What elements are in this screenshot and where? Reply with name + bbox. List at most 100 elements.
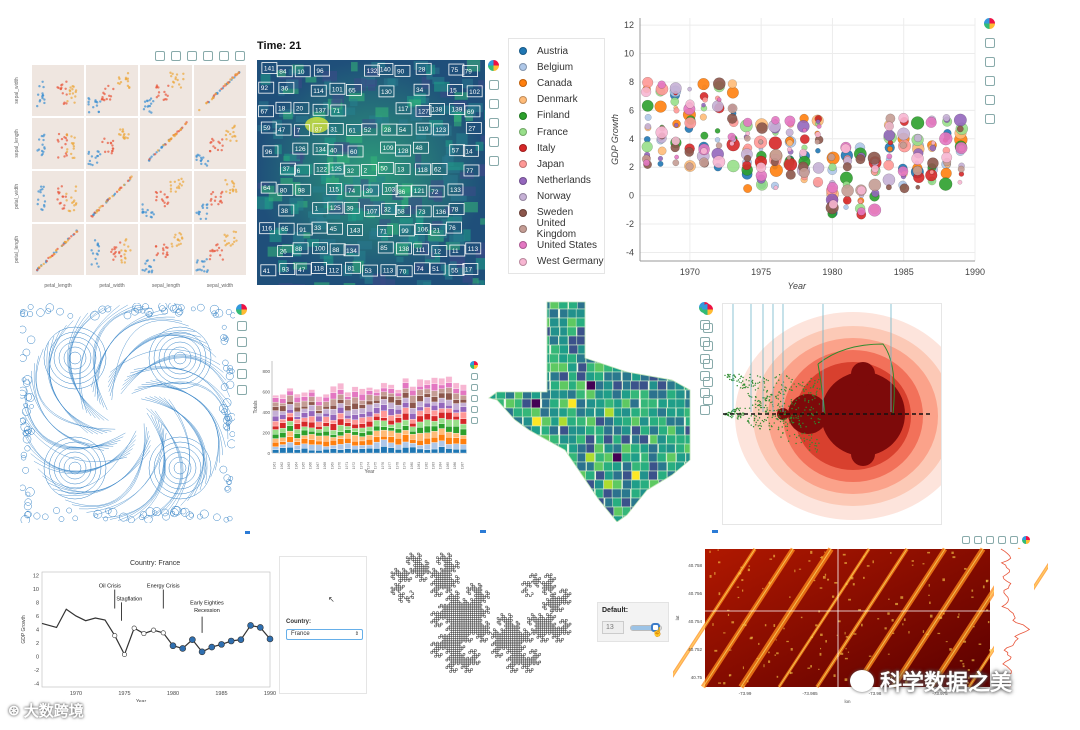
legend-item[interactable]: Norway	[519, 189, 604, 205]
pan-tool-icon[interactable]	[699, 320, 710, 330]
bokeh-logo-icon[interactable]	[236, 304, 247, 315]
legend-item[interactable]: Japan	[519, 156, 604, 172]
bokeh-logo-icon[interactable]	[702, 304, 713, 315]
pan-tool-icon[interactable]	[155, 50, 165, 61]
box-zoom-tool-icon[interactable]	[974, 536, 982, 544]
stack-segment	[272, 397, 279, 403]
iris-point	[115, 190, 119, 194]
country-select[interactable]: France ⇕	[286, 629, 363, 640]
reset-tool-icon[interactable]	[699, 388, 710, 398]
iris-point	[65, 102, 68, 105]
heat-speck	[863, 555, 865, 558]
reset-tool-icon[interactable]	[488, 156, 499, 166]
iris-point	[160, 198, 164, 201]
bokeh-logo-icon[interactable]	[1022, 536, 1030, 544]
pan-tool-icon[interactable]	[962, 536, 970, 544]
wheel-zoom-tool-icon[interactable]	[984, 57, 995, 67]
box-zoom-tool-icon[interactable]	[470, 395, 478, 402]
slider-track[interactable]	[630, 623, 662, 632]
iris-point	[235, 239, 238, 242]
texas-county	[666, 344, 677, 355]
save-tool-icon[interactable]	[702, 377, 713, 387]
bifurcation-point	[764, 399, 766, 401]
reset-tool-icon[interactable]	[235, 50, 245, 61]
save-tool-icon[interactable]	[984, 95, 995, 105]
bubble-point	[814, 139, 821, 145]
bifurcation-point	[766, 409, 768, 411]
legend-item[interactable]: Italy	[519, 140, 604, 156]
box-zoom-tool-icon[interactable]	[984, 76, 995, 86]
pattern-ring	[221, 408, 228, 415]
hover-tool-icon[interactable]	[699, 405, 710, 415]
save-tool-icon[interactable]	[236, 369, 247, 379]
pan-tool-icon[interactable]	[470, 373, 478, 380]
wheel-zoom-tool-icon[interactable]	[236, 337, 247, 347]
reset-tool-icon[interactable]	[702, 395, 713, 405]
save-tool-icon[interactable]	[998, 536, 1006, 544]
pan-tool-icon[interactable]	[488, 80, 499, 90]
bifurcation-point	[771, 425, 773, 428]
bubble-point	[714, 128, 721, 134]
pattern-ring	[218, 404, 228, 414]
tracking-texture	[408, 197, 423, 209]
texas-county	[631, 461, 642, 472]
pattern-swirl	[43, 326, 107, 390]
iris-point	[177, 83, 181, 86]
box-select-tool-icon[interactable]	[187, 50, 197, 61]
reset-tool-icon[interactable]	[1010, 536, 1018, 544]
legend-item[interactable]: West Germany	[519, 253, 604, 269]
legend-item[interactable]: Finland	[519, 108, 604, 124]
stack-segment	[452, 393, 460, 400]
heat-speck	[842, 553, 846, 556]
tracking-texture	[261, 185, 275, 193]
iris-point	[232, 240, 236, 244]
texas-county	[531, 497, 541, 508]
wheel-zoom-tool-icon[interactable]	[986, 536, 994, 544]
stack-segment	[395, 444, 402, 450]
legend-item[interactable]: United States	[519, 237, 604, 253]
bokeh-logo-icon[interactable]	[470, 361, 478, 369]
save-tool-icon[interactable]	[219, 50, 229, 61]
pan-tool-icon[interactable]	[236, 321, 247, 331]
iris-point	[148, 265, 151, 268]
wheel-zoom-tool-icon[interactable]	[699, 337, 710, 347]
tracking-texture	[334, 142, 350, 155]
bokeh-logo-icon[interactable]	[488, 60, 499, 71]
legend-item[interactable]: Netherlands	[519, 173, 604, 189]
stacked-toolbar	[470, 361, 478, 424]
bifurcation-point	[804, 400, 806, 402]
texas-county	[612, 326, 622, 337]
wheel-zoom-tool-icon[interactable]	[488, 99, 499, 109]
legend-item[interactable]: Canada	[519, 75, 604, 91]
track-id-label: 99	[401, 228, 409, 235]
box-zoom-tool-icon[interactable]	[171, 50, 181, 61]
wheel-zoom-tool-icon[interactable]	[702, 341, 713, 351]
reset-tool-icon[interactable]	[470, 417, 478, 424]
reset-tool-icon[interactable]	[236, 385, 247, 395]
save-tool-icon[interactable]	[488, 137, 499, 147]
bubble-point	[771, 115, 780, 125]
wheel-zoom-tool-icon[interactable]	[203, 50, 213, 61]
legend-item[interactable]: Austria	[519, 43, 604, 59]
wheel-zoom-tool-icon[interactable]	[470, 384, 478, 391]
track-box	[464, 105, 481, 118]
value-input[interactable]: 13	[602, 621, 624, 634]
box-zoom-tool-icon[interactable]	[702, 359, 713, 369]
box-zoom-tool-icon[interactable]	[236, 353, 247, 363]
box-zoom-tool-icon[interactable]	[488, 118, 499, 128]
pan-tool-icon[interactable]	[984, 38, 995, 48]
slider-handle[interactable]	[651, 623, 660, 632]
legend-item[interactable]: Sweden	[519, 205, 604, 221]
legend-item[interactable]: United Kingdom	[519, 218, 604, 240]
legend-item[interactable]: France	[519, 124, 604, 140]
save-tool-icon[interactable]	[470, 406, 478, 413]
reset-tool-icon[interactable]	[984, 114, 995, 124]
track-box	[381, 183, 398, 195]
bokeh-logo-icon[interactable]	[984, 18, 995, 29]
legend-item[interactable]: Belgium	[519, 59, 604, 75]
iris-point	[107, 84, 110, 88]
legend-item[interactable]: Denmark	[519, 92, 604, 108]
save-tool-icon[interactable]	[699, 371, 710, 381]
pan-tool-icon[interactable]	[702, 323, 713, 333]
tracking-texture	[357, 241, 373, 250]
